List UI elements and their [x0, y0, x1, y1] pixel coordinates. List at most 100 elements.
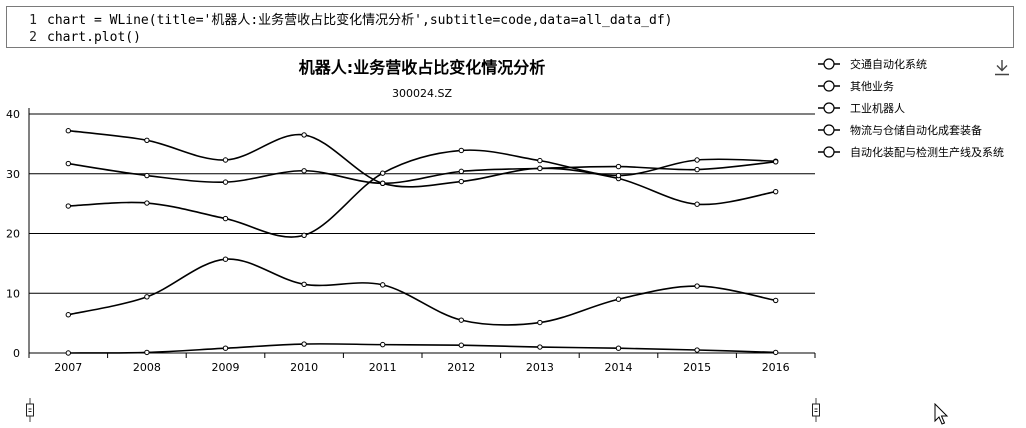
data-point [301, 281, 307, 287]
y-tick-label: 10 [6, 287, 20, 300]
legend-item: 工业机器人 [818, 101, 905, 115]
data-point [144, 349, 150, 356]
x-tick-label: 2007 [54, 361, 82, 374]
x-tick-label: 2015 [683, 361, 711, 374]
data-point [615, 296, 622, 302]
x-tick-label: 2009 [212, 361, 240, 374]
legend-marker [823, 58, 835, 70]
series-line [68, 149, 776, 238]
data-point [380, 170, 386, 176]
data-point [65, 350, 72, 356]
data-point [537, 157, 543, 164]
data-point [301, 168, 307, 174]
legend-marker [823, 102, 835, 114]
legend-marker [823, 146, 835, 158]
line-number: 1 [29, 13, 37, 28]
data-point [694, 347, 700, 353]
series-line [68, 129, 776, 206]
data-point [222, 179, 229, 185]
data-point [615, 172, 622, 179]
legend-item: 物流与仓储自动化成套装备 [818, 123, 982, 137]
x-tick-label: 2010 [290, 361, 318, 374]
data-point [301, 232, 307, 238]
data-point [380, 180, 386, 187]
range-slider-handle-icon[interactable] [812, 398, 820, 422]
data-point [773, 159, 779, 165]
chart-subtitle: 300024.SZ [392, 87, 452, 100]
x-tick-label: 2011 [369, 361, 397, 374]
data-point [694, 166, 700, 173]
slider-handle-grip [812, 403, 820, 417]
code-line: 1 chart = WLine(title='机器人:业务营收占比变化情况分析'… [13, 12, 1013, 29]
x-tick-label: 2016 [762, 361, 790, 374]
data-point [615, 163, 622, 170]
series-line [68, 343, 776, 354]
code-cell[interactable]: 1 chart = WLine(title='机器人:业务营收占比变化情况分析'… [6, 6, 1014, 48]
data-point [694, 157, 700, 163]
data-point [301, 341, 307, 347]
data-point [65, 312, 72, 318]
data-point [773, 188, 779, 195]
legend-item: 交通自动化系统 [818, 57, 927, 71]
y-tick-label: 30 [6, 168, 20, 181]
data-point [65, 160, 72, 167]
range-slider-handle-icon[interactable] [26, 398, 34, 422]
y-tick-label: 0 [13, 347, 20, 360]
chart-title: 机器人:业务营收占比变化情况分析 [299, 58, 545, 77]
data-point [301, 132, 307, 138]
x-tick-label: 2014 [605, 361, 633, 374]
data-point [773, 297, 779, 304]
data-point [694, 201, 700, 207]
line-number: 2 [29, 30, 37, 45]
series-group [65, 256, 779, 326]
legend-item: 自动化装配与检测生产线及系统 [818, 145, 1004, 159]
y-tick-label: 40 [6, 108, 20, 121]
series-group [65, 128, 779, 207]
data-point [222, 345, 229, 351]
data-point [773, 349, 779, 356]
data-point [458, 178, 464, 185]
legend-label: 其他业务 [850, 80, 894, 93]
data-point [222, 256, 229, 262]
slider-handle-grip [26, 403, 34, 417]
data-point [65, 203, 72, 209]
series-group [65, 341, 779, 356]
x-tick-label: 2008 [133, 361, 161, 374]
legend-label: 自动化装配与检测生产线及系统 [850, 145, 1004, 159]
data-point [458, 147, 464, 154]
data-point [458, 168, 464, 175]
legend-item: 其他业务 [818, 80, 894, 93]
data-point [222, 157, 229, 163]
data-point [65, 128, 72, 134]
legend-label: 工业机器人 [850, 101, 905, 115]
data-point [458, 317, 464, 323]
mouse-pointer-icon [934, 403, 949, 425]
data-point [144, 137, 150, 143]
legend-marker [823, 124, 835, 136]
y-tick-label: 20 [6, 228, 20, 241]
legend-label: 交通自动化系统 [850, 57, 927, 71]
code-text: chart = WLine(title='机器人:业务营收占比变化情况分析',s… [47, 13, 673, 28]
data-point [458, 342, 464, 348]
data-point [537, 344, 543, 350]
data-point [222, 215, 229, 222]
x-tick-label: 2012 [447, 361, 475, 374]
code-text: chart.plot() [47, 30, 141, 45]
legend-label: 物流与仓储自动化成套装备 [850, 123, 982, 137]
x-tick-label: 2013 [526, 361, 554, 374]
code-line: 2 chart.plot() [13, 29, 1013, 46]
data-point [144, 200, 150, 206]
legend-marker [823, 80, 835, 92]
series-line [68, 258, 776, 326]
series-group [65, 159, 779, 187]
series-line [68, 161, 776, 185]
data-point [537, 165, 543, 172]
data-point [615, 345, 622, 351]
data-point [144, 294, 150, 300]
download-icon[interactable] [994, 58, 1010, 76]
data-point [694, 283, 700, 289]
series-group [65, 147, 779, 238]
data-point [144, 172, 150, 179]
data-point [537, 319, 543, 326]
